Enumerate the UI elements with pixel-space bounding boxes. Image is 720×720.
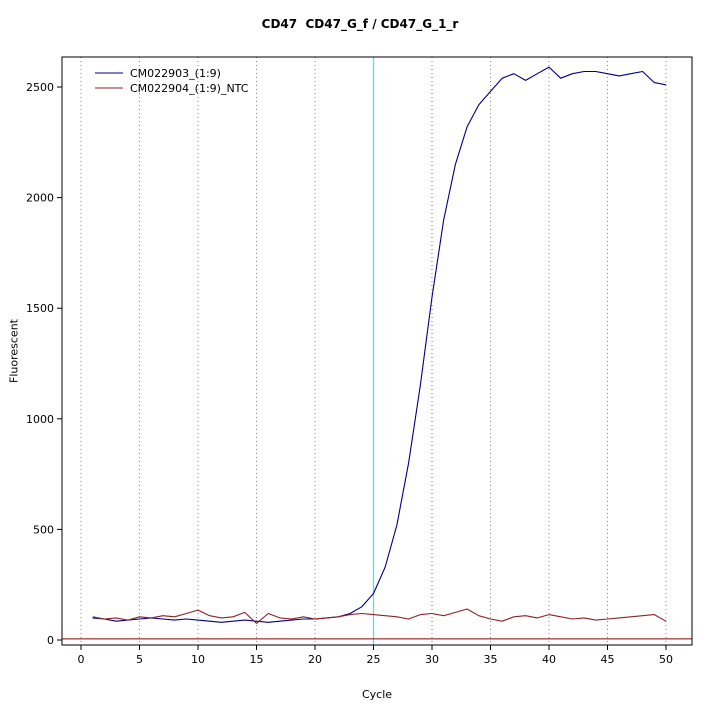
- x-tick-label: 0: [78, 653, 85, 666]
- x-tick-label: 50: [659, 653, 673, 666]
- y-tick-label: 1500: [26, 302, 54, 315]
- y-tick-label: 2000: [26, 192, 54, 205]
- chart-title: CD47 CD47_G_f / CD47_G_1_r: [261, 17, 459, 31]
- y-tick-label: 0: [47, 634, 54, 647]
- x-tick-label: 25: [367, 653, 381, 666]
- series-line-1: [92, 608, 667, 624]
- x-tick-label: 30: [425, 653, 439, 666]
- x-tick-label: 15: [250, 653, 264, 666]
- legend-label-1: CM022904_(1:9)_NTC: [130, 82, 249, 95]
- legend-label-0: CM022903_(1:9): [130, 67, 221, 80]
- x-tick-label: 35: [484, 653, 498, 666]
- x-tick-label: 20: [308, 653, 322, 666]
- x-tick-label: 40: [542, 653, 556, 666]
- series-line-0: [92, 66, 667, 623]
- y-tick-label: 2500: [26, 81, 54, 94]
- plot-box: [61, 56, 693, 646]
- x-axis-label: Cycle: [361, 688, 393, 701]
- x-tick-label: 45: [601, 653, 615, 666]
- y-tick-label: 1000: [26, 413, 54, 426]
- x-tick-label: 10: [191, 653, 205, 666]
- x-tick-label: 5: [136, 653, 143, 666]
- y-tick-label: 500: [33, 523, 54, 536]
